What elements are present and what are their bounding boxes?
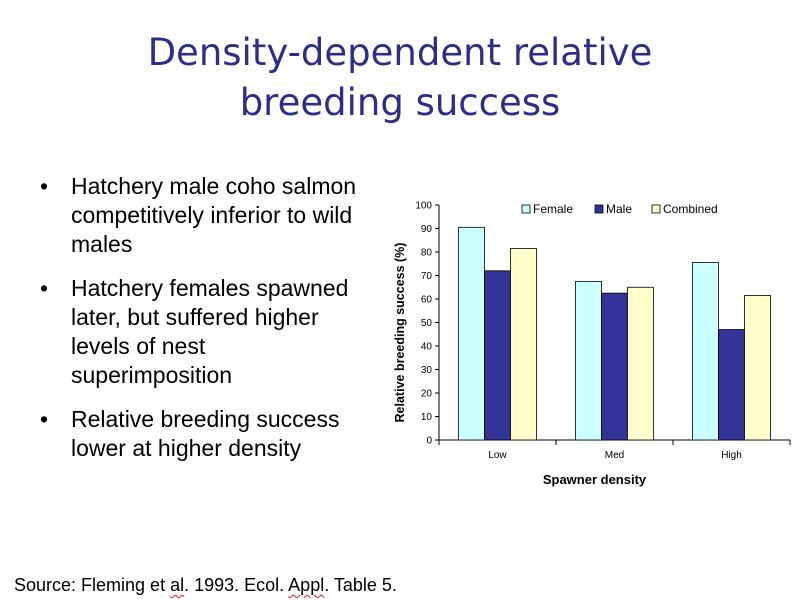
bullet-item-1: • Hatchery male coho salmon competitivel…: [40, 172, 370, 259]
y-tick-label: 100: [415, 201, 432, 212]
legend-label-female: Female: [533, 202, 573, 216]
bullet-item-3: • Relative breeding success lower at hig…: [40, 405, 370, 463]
x-tick-label: High: [721, 450, 742, 461]
y-tick-label: 0: [426, 436, 432, 447]
bar-female-low: [458, 226, 485, 441]
y-tick-label: 10: [421, 412, 433, 423]
bar-female-high: [692, 262, 719, 441]
bullet-text-1: Hatchery male coho salmon competitively …: [71, 173, 357, 257]
bar-combined-high: [744, 295, 771, 441]
source-citation: Source: Fleming et al. 1993. Ecol. Appl.…: [14, 575, 397, 596]
y-tick-label: 20: [421, 389, 433, 400]
bar-female-med: [575, 280, 602, 441]
legend-label-male: Male: [606, 202, 632, 216]
bullet-marker: •: [40, 173, 49, 199]
bullet-item-2: • Hatchery females spawned later, but su…: [40, 274, 370, 390]
bar-male-low: [484, 270, 511, 441]
x-tick-label: Low: [488, 450, 507, 461]
bullet-text-2: Hatchery females spawned later, but suff…: [71, 275, 349, 388]
y-axis-label: Relative breeding success (%): [393, 243, 407, 423]
y-tick-label: 50: [421, 318, 433, 329]
x-axis-label: Spawner density: [543, 472, 647, 487]
slide-title: Density-dependent relative breeding succ…: [0, 28, 800, 128]
y-tick-label: 60: [421, 295, 433, 306]
legend-swatch-female: [521, 204, 531, 214]
y-tick-label: 40: [421, 342, 433, 353]
legend-swatch-combined: [651, 204, 661, 214]
bar-male-med: [601, 292, 628, 441]
bar-combined-low: [510, 248, 537, 441]
x-tick-label: Med: [605, 450, 624, 461]
source-prefix: Source: Fleming et: [14, 575, 171, 595]
bullet-text-3: Relative breeding success lower at highe…: [71, 406, 340, 461]
bar-male-high: [718, 329, 745, 441]
title-line-1: Density-dependent relative: [147, 31, 653, 74]
title-line-2: breeding success: [239, 81, 561, 124]
bar-combined-med: [627, 286, 654, 441]
y-tick-label: 30: [421, 365, 433, 376]
source-middle: . 1993. Ecol.: [184, 575, 289, 595]
spellcheck-flag-al: al: [170, 575, 185, 595]
y-tick-label: 70: [421, 271, 433, 282]
y-tick-label: 90: [421, 224, 433, 235]
bar-chart: 0 10 20 30 40 50 60 70 80 90 100 Low Med High Spawner …: [393, 201, 791, 487]
spellcheck-flag-appl: Appl: [288, 575, 325, 595]
bullet-marker: •: [40, 275, 49, 301]
legend-label-combined: Combined: [663, 202, 718, 216]
bullet-list: • Hatchery male coho salmon competitivel…: [40, 172, 370, 478]
y-tick-label: 80: [421, 248, 433, 259]
bullet-marker: •: [40, 406, 49, 432]
source-suffix: . Table 5.: [324, 575, 397, 595]
legend-swatch-male: [594, 204, 604, 214]
